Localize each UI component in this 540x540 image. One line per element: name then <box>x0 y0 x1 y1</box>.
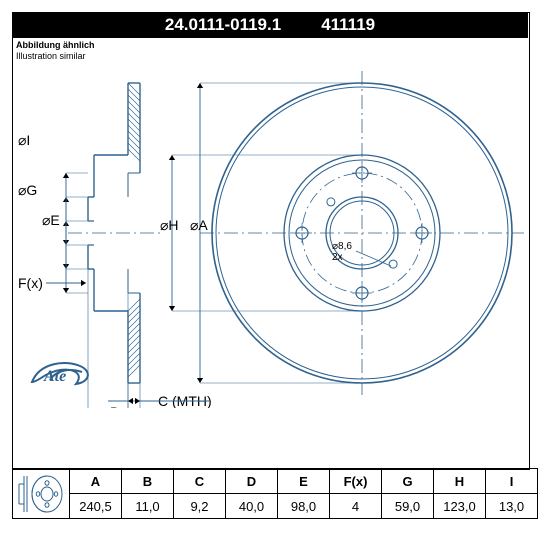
val-C: 9,2 <box>174 494 226 519</box>
svg-text:F(x): F(x) <box>18 275 43 291</box>
table-header-row: A B C D E F(x) G H I <box>13 469 538 494</box>
svg-text:Ate: Ate <box>43 368 66 385</box>
val-D: 40,0 <box>226 494 278 519</box>
svg-text:⌀E: ⌀E <box>42 212 60 228</box>
val-F: 4 <box>330 494 382 519</box>
title-bar: 24.0111-0119.1 411119 <box>12 12 528 38</box>
val-E: 98,0 <box>278 494 330 519</box>
col-E: E <box>278 469 330 494</box>
col-A: A <box>70 469 122 494</box>
technical-drawing: ⌀8,62x⌀I⌀G⌀E⌀H⌀AF(x)BDC (MTH)Ate <box>12 38 528 408</box>
svg-text:C (MTH): C (MTH) <box>158 393 212 408</box>
val-A: 240,5 <box>70 494 122 519</box>
col-I: I <box>486 469 538 494</box>
table-value-row: 240,5 11,0 9,2 40,0 98,0 4 59,0 123,0 13… <box>13 494 538 519</box>
col-G: G <box>382 469 434 494</box>
dimension-table: A B C D E F(x) G H I 240,5 11,0 9,2 40,0… <box>12 468 538 519</box>
page: 24.0111-0119.1 411119 Abbildung ähnlich … <box>0 0 540 540</box>
col-C: C <box>174 469 226 494</box>
val-H: 123,0 <box>434 494 486 519</box>
col-D: D <box>226 469 278 494</box>
col-B: B <box>122 469 174 494</box>
svg-text:2x: 2x <box>332 252 343 263</box>
svg-text:⌀I: ⌀I <box>18 132 30 148</box>
svg-text:⌀G: ⌀G <box>18 182 37 198</box>
rotor-icon <box>13 471 67 517</box>
val-B: 11,0 <box>122 494 174 519</box>
rotor-icon-cell <box>13 469 70 519</box>
val-I: 13,0 <box>486 494 538 519</box>
svg-text:⌀8,6: ⌀8,6 <box>332 241 352 252</box>
short-number: 411119 <box>321 15 375 35</box>
val-G: 59,0 <box>382 494 434 519</box>
col-F: F(x) <box>330 469 382 494</box>
svg-text:⌀A: ⌀A <box>190 217 208 233</box>
part-number: 24.0111-0119.1 <box>165 15 281 35</box>
svg-text:B: B <box>110 404 119 408</box>
col-H: H <box>434 469 486 494</box>
drawing-svg: ⌀8,62x⌀I⌀G⌀E⌀H⌀AF(x)BDC (MTH)Ate <box>12 38 528 408</box>
svg-text:⌀H: ⌀H <box>160 217 179 233</box>
